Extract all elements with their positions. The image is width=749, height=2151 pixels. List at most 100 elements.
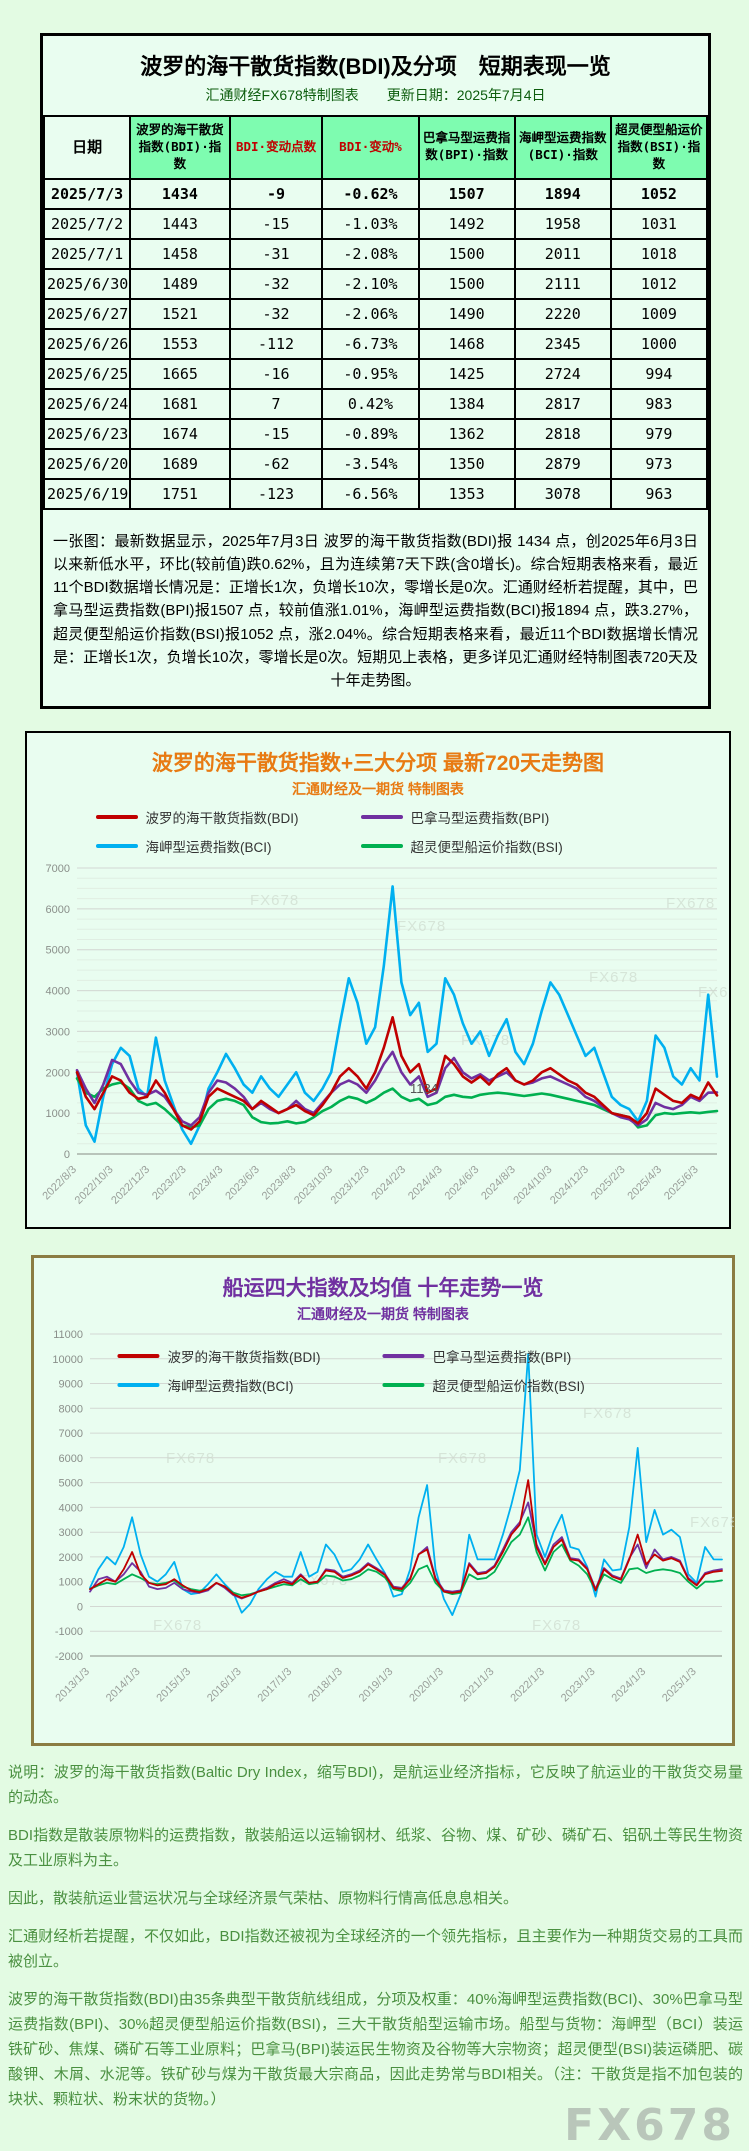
svg-text:3000: 3000 [46, 1027, 70, 1039]
table-row: 2025/6/25 1665 -16 -0.95% 1425 2724 994 [42, 357, 709, 390]
table-cell: 973 [609, 447, 709, 480]
svg-text:2024/1/3: 2024/1/3 [610, 1666, 649, 1705]
svg-text:2024/4/3: 2024/4/3 [406, 1164, 445, 1203]
column-header: 海岬型运费指数(BCI)·指数 [513, 115, 612, 180]
table-cell: 994 [609, 357, 709, 390]
svg-text:7000: 7000 [46, 863, 70, 875]
svg-text:FX678: FX678 [690, 1514, 734, 1531]
table-cell: 3078 [513, 477, 612, 510]
table-cell: 2025/6/19 [42, 477, 132, 510]
svg-text:2000: 2000 [59, 1552, 83, 1564]
legend-swatch-bci [95, 844, 138, 849]
svg-text:2023/2/3: 2023/2/3 [150, 1164, 189, 1203]
table-cell: -16 [228, 357, 324, 390]
table-title: 波罗的海干散货指数(BDI)及分项 短期表现一览 [140, 54, 611, 79]
table-cell: 2724 [513, 357, 612, 390]
series-bci-line [75, 885, 719, 1146]
chart-720d-canvas: 0 1000 2000 3000 4000 5000 6000 7000 2022/8/3 202… [27, 858, 746, 1225]
legend-label: 超灵便型船运价指数(BSI) [410, 840, 563, 856]
table-cell: -123 [228, 477, 324, 510]
table-cell: 7 [228, 387, 324, 420]
legend-item-bdi: 波罗的海干散货指数(BDI) [95, 807, 361, 827]
table-cell: 2025/6/26 [42, 327, 132, 360]
table-cell: 1434 [129, 177, 231, 210]
legend-item-bci: 海岬型运费指数(BCI) [117, 1375, 382, 1395]
legend-swatch-bpi [382, 1354, 425, 1359]
table-cell: 1894 [513, 177, 612, 210]
footnote-line: 波罗的海干散货指数(BDI)由35条典型干散货航线组成，分项及权重：40%海岬型… [8, 1991, 743, 2109]
table-cell: 1490 [417, 297, 516, 330]
footnote-section: 说明：波罗的海干散货指数(Baltic Dry Index，缩写BDI)，是航运… [8, 1760, 743, 2151]
svg-text:2014/1/3: 2014/1/3 [104, 1666, 143, 1705]
column-header: 日期 [42, 115, 132, 180]
footnote-line: 汇通财经析若提醒，不仅如此，BDI指数还被视为全球经济的一个领先指标，且主要作为… [8, 1928, 743, 1971]
table-row: 2025/6/20 1689 -62 -3.54% 1350 2879 973 [42, 447, 709, 480]
chart-10y-canvas: -2000 -1000 0 1000 2000 3000 4000 5000 6000 7000 8… [34, 1328, 738, 1737]
table-cell: 2025/6/30 [42, 267, 132, 300]
svg-text:3000: 3000 [59, 1528, 83, 1540]
table-cell: 1521 [129, 297, 231, 330]
svg-text:4000: 4000 [46, 986, 70, 998]
table-cell: 2817 [513, 387, 612, 420]
legend-label: 巴拿马型运费指数(BPI) [410, 811, 550, 827]
chart-10y-section: 船运四大指数及均值 十年走势一览 汇通财经及一期货 特制图表 波罗的海干散货指数… [31, 1255, 738, 1747]
chart-720d-canvas-svg: 010002000300040005000600070002022/8/3202… [40, 863, 746, 1207]
svg-text:-1000: -1000 [55, 1627, 83, 1639]
column-header: 超灵便型船运价指数(BSI)·指数 [609, 115, 709, 180]
table-cell: -32 [228, 297, 324, 330]
table-summary-text: 一张图：最新数据显示，2025年7月3日 波罗的海干散货指数(BDI)报 143… [53, 532, 698, 690]
legend-label: 海岬型运费指数(BCI) [145, 840, 272, 856]
fx678-watermark: FX678 [564, 2100, 735, 2151]
table-row: 2025/7/1 1458 -31 -2.08% 1500 2011 1018 [42, 237, 709, 270]
table-subtitle: 汇通财经FX678特制图表 更新日期：2025年7月4日 [205, 87, 546, 103]
table-cell: 1384 [417, 387, 516, 420]
table-cell: 979 [609, 417, 709, 450]
svg-text:2018/1/3: 2018/1/3 [306, 1666, 345, 1705]
svg-text:FX678: FX678 [397, 918, 446, 935]
table-cell: -3.54% [321, 447, 420, 480]
legend-swatch-bsi [360, 844, 403, 849]
table-cell: 2025/6/24 [42, 387, 132, 420]
table-cell: 1665 [129, 357, 231, 390]
legend-swatch-bdi [117, 1354, 160, 1359]
table-cell: 1553 [129, 327, 231, 360]
table-cell: 1350 [417, 447, 516, 480]
svg-text:2016/1/3: 2016/1/3 [205, 1666, 244, 1705]
svg-text:2023/6/3: 2023/6/3 [223, 1164, 262, 1203]
svg-text:0: 0 [77, 1602, 83, 1614]
table-cell: -9 [228, 177, 324, 210]
legend-item-bdi: 波罗的海干散货指数(BDI) [117, 1346, 382, 1366]
svg-text:2023/10/3: 2023/10/3 [292, 1164, 335, 1207]
table-cell: -15 [228, 207, 324, 240]
table-cell: 2111 [513, 267, 612, 300]
legend-swatch-bdi [95, 815, 138, 820]
chart-720d-legend: 波罗的海干散货指数(BDI) 巴拿马型运费指数(BPI) 海岬型运费指数(BCI) 超… [27, 807, 729, 856]
short-term-table-section: 波罗的海干散货指数(BDI)及分项 短期表现一览 汇通财经FX678特制图表 更… [40, 33, 711, 710]
svg-text:FX678: FX678 [698, 984, 729, 1001]
chart-10y-subtitle: 汇通财经及一期货 特制图表 [297, 1306, 469, 1323]
table-row: 2025/6/19 1751 -123 -6.56% 1353 3078 963 [42, 477, 709, 510]
table-cell: 1489 [129, 267, 231, 300]
table-cell: -31 [228, 237, 324, 270]
table-cell: 1443 [129, 207, 231, 240]
svg-text:-2000: -2000 [55, 1651, 83, 1663]
table-cell: 2011 [513, 237, 612, 270]
column-header: 波罗的海干散货指数(BDI)·指数 [129, 115, 231, 180]
table-cell: 1031 [609, 207, 709, 240]
svg-text:1000: 1000 [46, 1108, 70, 1120]
legend-label: 超灵便型船运价指数(BSI) [432, 1379, 585, 1395]
table-cell: -112 [228, 327, 324, 360]
svg-text:2025/2/3: 2025/2/3 [589, 1164, 628, 1203]
table-cell: 1018 [609, 237, 709, 270]
svg-text:2017/1/3: 2017/1/3 [256, 1666, 295, 1705]
table-cell: 1458 [129, 237, 231, 270]
table-cell: 1012 [609, 267, 709, 300]
table-cell: -1.03% [321, 207, 420, 240]
svg-text:2022/10/3: 2022/10/3 [73, 1164, 116, 1207]
legend-item-bci: 海岬型运费指数(BCI) [95, 836, 361, 856]
svg-text:2022/12/3: 2022/12/3 [109, 1164, 152, 1207]
svg-text:FX678: FX678 [153, 1617, 202, 1634]
table-cell: -2.10% [321, 267, 420, 300]
table-cell: 2025/7/2 [42, 207, 132, 240]
svg-text:11000: 11000 [53, 1329, 83, 1341]
